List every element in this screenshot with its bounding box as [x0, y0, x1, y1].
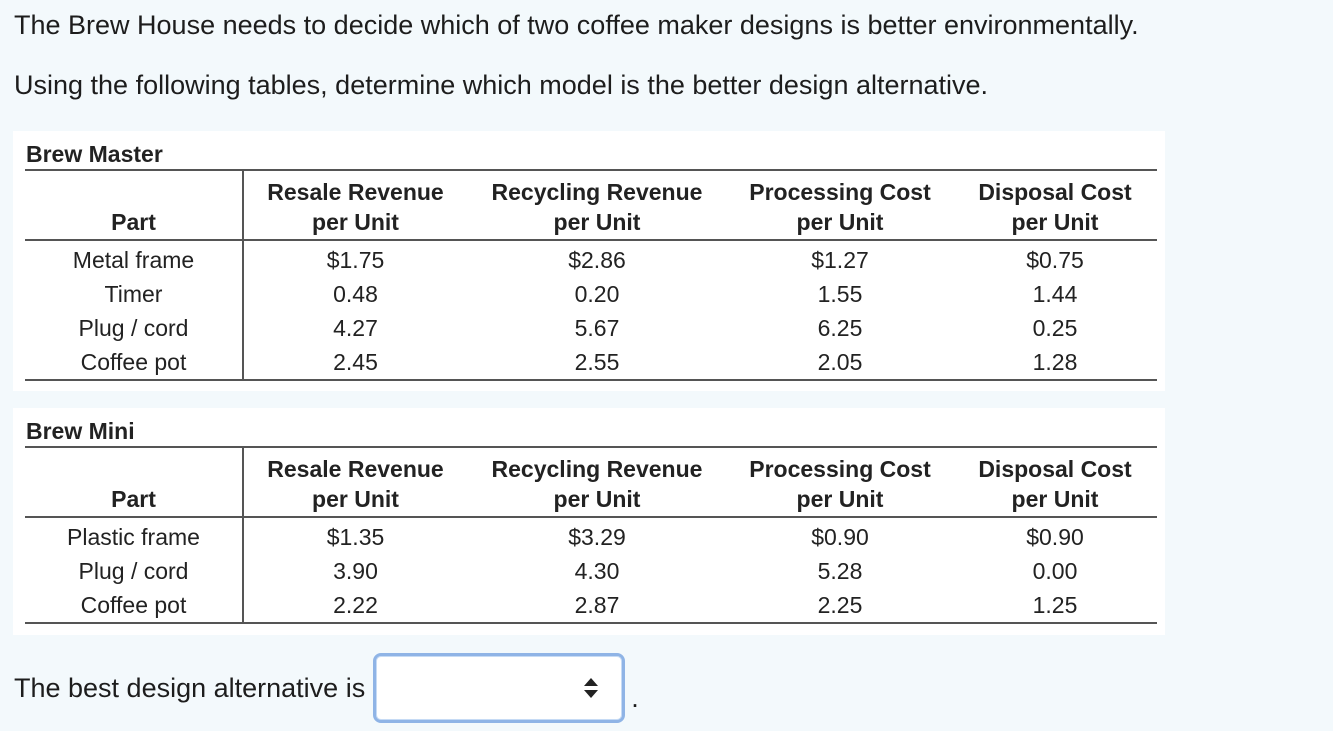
disposal-cell: $0.90: [1026, 524, 1084, 550]
resale-cell: 2.22: [243, 588, 467, 624]
resale-cell: 4.27: [333, 315, 378, 341]
recycling-cell: $3.29: [568, 524, 626, 550]
table-row: Coffee pot 2.22 2.87 2.25 1.25: [25, 588, 1157, 624]
header-disposal-line-1: Disposal Cost: [953, 446, 1157, 484]
table-row: Coffee pot 2.45 2.55 2.05 1.28: [25, 345, 1157, 381]
brew-master-table: Resale Revenue Recycling Revenue Process…: [25, 169, 1157, 381]
header-processing-line-1: Processing Cost: [727, 446, 953, 484]
header-row-1: Resale Revenue Recycling Revenue Process…: [25, 446, 1157, 484]
table-row: Plug / cord 3.90 4.30 5.28 0.00: [25, 554, 1157, 588]
header-recycling-line-1: Recycling Revenue: [467, 169, 727, 207]
part-cell: Timer: [25, 277, 244, 311]
header-resale-line-2: per Unit: [243, 207, 467, 241]
processing-cell: $0.90: [811, 524, 869, 550]
recycling-cell: 0.20: [574, 281, 620, 307]
table-row: Metal frame $1.75 $2.86 $1.27 $0.75: [25, 240, 1157, 277]
resale-cell: $1.75: [326, 247, 385, 273]
processing-cell: 6.25: [817, 315, 863, 341]
part-cell: Plug / cord: [25, 554, 244, 588]
question-text-line-2: Using the following tables, determine wh…: [14, 70, 989, 100]
resale-cell: 2.45: [243, 345, 467, 381]
header-row-1: Resale Revenue Recycling Revenue Process…: [25, 169, 1157, 207]
brew-master-table-card: Brew Master Resale Revenue Recycling Rev…: [13, 131, 1165, 391]
header-resale-line-1: Resale Revenue: [243, 446, 467, 484]
brew-master-title: Brew Master: [26, 141, 163, 167]
header-disposal-line-2: per Unit: [953, 207, 1157, 241]
recycling-cell: 2.87: [467, 588, 727, 624]
resale-cell: 3.90: [333, 558, 378, 584]
recycling-cell: $2.86: [568, 247, 626, 273]
answer-suffix: .: [631, 683, 639, 713]
header-disposal-line-2: per Unit: [953, 484, 1157, 518]
header-recycling-line-1: Recycling Revenue: [467, 446, 727, 484]
table-row: Timer 0.48 0.20 1.55 1.44: [25, 277, 1157, 311]
up-down-arrows-icon: [584, 678, 599, 698]
brew-mini-table: Resale Revenue Recycling Revenue Process…: [25, 446, 1157, 624]
resale-cell: $1.35: [326, 524, 385, 550]
resale-cell: 0.48: [333, 281, 378, 307]
answer-line: The best design alternative is .: [14, 648, 639, 728]
table-row: Plastic frame $1.35 $3.29 $0.90 $0.90: [25, 517, 1157, 554]
header-processing-line-2: per Unit: [727, 207, 953, 241]
disposal-cell: 1.28: [953, 345, 1157, 381]
processing-cell: 2.25: [727, 588, 953, 624]
processing-cell: 1.55: [817, 281, 863, 307]
disposal-cell: 1.44: [1032, 281, 1078, 307]
disposal-cell: 1.25: [953, 588, 1157, 624]
brew-mini-title: Brew Mini: [26, 418, 135, 444]
header-resale-line-1: Resale Revenue: [243, 169, 467, 207]
recycling-cell: 4.30: [574, 558, 620, 584]
header-part-spacer: [25, 169, 244, 207]
part-cell: Plastic frame: [25, 517, 244, 554]
part-cell: Coffee pot: [25, 588, 244, 624]
header-row-2: Part per Unit per Unit per Unit per Unit: [25, 484, 1157, 518]
recycling-cell: 5.67: [574, 315, 620, 341]
question-text-line-1: The Brew House needs to decide which of …: [14, 10, 1139, 40]
design-alternative-select[interactable]: [373, 653, 626, 723]
header-row-2: Part per Unit per Unit per Unit per Unit: [25, 207, 1157, 241]
disposal-cell: 0.00: [1032, 558, 1078, 584]
part-cell: Plug / cord: [25, 311, 244, 345]
table-row: Plug / cord 4.27 5.67 6.25 0.25: [25, 311, 1157, 345]
processing-cell: 5.28: [817, 558, 863, 584]
header-recycling-line-2: per Unit: [467, 484, 727, 518]
brew-mini-table-card: Brew Mini Resale Revenue Recycling Reven…: [13, 408, 1165, 635]
processing-cell: 2.05: [727, 345, 953, 381]
disposal-cell: $0.75: [1026, 247, 1084, 273]
part-cell: Coffee pot: [25, 345, 244, 381]
processing-cell: $1.27: [811, 247, 869, 273]
header-part: Part: [25, 484, 244, 518]
header-recycling-line-2: per Unit: [467, 207, 727, 241]
part-cell: Metal frame: [25, 240, 244, 277]
header-resale-line-2: per Unit: [243, 484, 467, 518]
recycling-cell: 2.55: [467, 345, 727, 381]
header-processing-line-2: per Unit: [727, 484, 953, 518]
header-processing-line-1: Processing Cost: [727, 169, 953, 207]
header-disposal-line-1: Disposal Cost: [953, 169, 1157, 207]
header-part-spacer: [25, 446, 244, 484]
disposal-cell: 0.25: [1032, 315, 1078, 341]
header-part: Part: [25, 207, 244, 241]
answer-prompt: The best design alternative is: [14, 672, 366, 703]
